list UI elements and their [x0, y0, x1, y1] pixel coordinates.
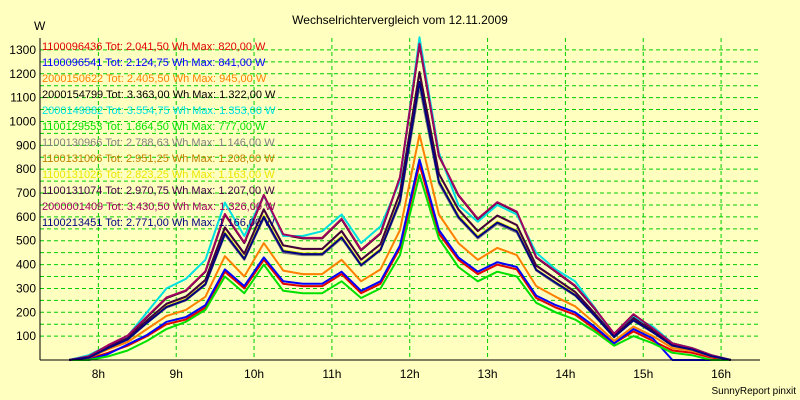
x-tick-label: 14h	[555, 367, 575, 381]
series-line-9	[69, 71, 732, 361]
y-tick-label: 900	[16, 138, 36, 152]
chart-title: Wechselrichtervergleich vom 12.11.2009	[292, 13, 508, 27]
y-tick-label: 600	[16, 210, 36, 224]
x-tick-label: 13h	[478, 367, 498, 381]
series-line-10	[69, 42, 732, 361]
x-tick-label: 15h	[633, 367, 653, 381]
series-layer	[68, 36, 732, 361]
y-axis-unit: W	[34, 19, 46, 33]
x-tick-label: 8h	[92, 367, 105, 381]
y-tick-label: 700	[16, 186, 36, 200]
x-tick-label: 11h	[322, 367, 341, 381]
legend-entry-5: 1100129553 Tot: 1.864,50 Wh Max: 777,00 …	[42, 121, 266, 133]
x-tick-label: 12h	[400, 367, 420, 381]
legend-entry-9: 1100131074 Tot: 2.970,75 Wh Max: 1.207,0…	[42, 185, 275, 197]
x-tick-label: 16h	[711, 367, 731, 381]
series-line-1	[69, 158, 731, 361]
y-tick-label: 400	[16, 258, 36, 272]
y-tick-label: 1300	[9, 43, 36, 57]
series-line-5	[69, 173, 731, 361]
legend-entry-3: 2000154799 Tot: 3.363,00 Wh Max: 1.322,0…	[42, 89, 276, 101]
y-tick-label: 500	[16, 234, 36, 248]
grid	[40, 38, 760, 360]
legend-entry-4: 2000149882 Tot: 3.554,75 Wh Max: 1.353,0…	[42, 105, 276, 117]
footer-credit: SunnyReport pinxit	[712, 386, 797, 397]
legend-entry-7: 1100131006 Tot: 2.951,25 Wh Max: 1.208,0…	[42, 153, 275, 165]
y-tick-label: 800	[16, 162, 36, 176]
y-tick-label: 200	[16, 305, 36, 319]
legend-entry-10: 2000001409 Tot: 3.430,50 Wh Max: 1.326,0…	[42, 201, 276, 213]
x-tick-label: 10h	[244, 367, 264, 381]
y-tick-label: 1200	[9, 67, 36, 81]
x-tick-label: 9h	[170, 367, 183, 381]
legend: 1100096436 Tot: 2.041,50 Wh Max: 820,00 …	[42, 41, 276, 229]
legend-entry-11: 1100213451 Tot: 2.771,00 Wh Max: 1.166,0…	[42, 217, 275, 229]
y-tick-label: 1100	[10, 91, 36, 105]
series-line-2	[69, 133, 731, 361]
series-line-11	[69, 80, 731, 361]
axes: 100 200 300 400 500 600 700 800 900 1000 1100 1200 1…	[9, 38, 760, 381]
y-tick-label: 100	[16, 329, 36, 343]
legend-entry-1: 1100096541 Tot: 2.124,75 Wh Max: 841,00 …	[42, 57, 266, 69]
legend-entry-2: 2000150622 Tot: 2.405,50 Wh Max: 945,00 …	[42, 73, 267, 85]
legend-entry-8: 1100131026 Tot: 2.823,25 Wh Max: 1.163,0…	[42, 169, 275, 181]
y-tick-label: 1000	[9, 114, 36, 128]
legend-entry-0: 1100096436 Tot: 2.041,50 Wh Max: 820,00 …	[42, 41, 266, 53]
legend-entry-6: 1100130966 Tot: 2.788,63 Wh Max: 1.146,0…	[42, 137, 275, 149]
y-tick-label: 300	[16, 281, 36, 295]
